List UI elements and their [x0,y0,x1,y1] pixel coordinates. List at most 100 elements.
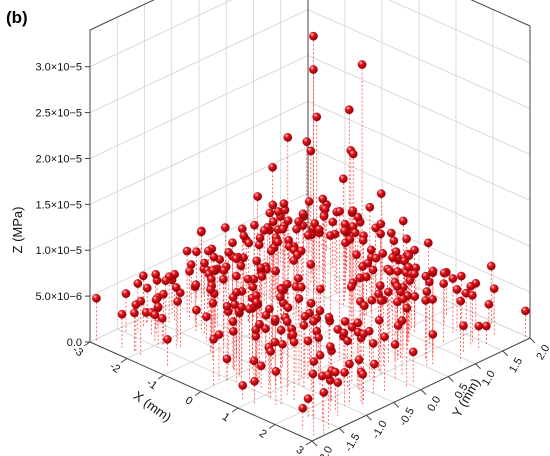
data-point [278,224,288,234]
x-tick-label: 0 [183,394,195,407]
data-point [257,272,267,281]
data-point [249,356,259,366]
data-point [173,297,182,306]
data-point [303,394,313,404]
data-point [448,274,458,283]
y-tick-mark [366,414,372,421]
y-tick-mark [475,363,481,370]
x-tick-mark [120,358,128,363]
y-tick-mark [338,427,345,434]
data-point [151,270,161,279]
data-point [354,355,364,365]
data-point [410,245,419,255]
data-point [353,212,363,222]
y-tick-label: -1.0 [370,419,390,441]
data-point [256,361,266,371]
data-point [92,293,101,303]
data-point [376,189,386,199]
data-point [200,258,209,268]
data-point [191,280,201,290]
data-point [121,289,131,298]
z-tick-label: 0.0 [67,337,82,349]
y-tick-label: 0.0 [425,394,443,413]
data-point [353,318,363,328]
y-tick-mark [393,402,400,408]
y-tick-label: 1.5 [507,356,525,375]
data-point [324,312,334,322]
z-tick-label: 1.5×10−5 [36,199,83,211]
data-point [402,234,411,244]
data-point [326,342,335,351]
data-point [208,298,218,308]
data-point [298,403,308,413]
data-point [376,296,386,305]
data-point [348,149,358,159]
x-axis-title: X (mm) [131,388,175,425]
data-point [345,359,354,369]
data-point [296,282,306,292]
data-point [228,327,238,336]
data-point [224,248,234,257]
data-point [222,301,232,311]
data-point [220,223,230,232]
data-point [171,283,181,292]
data-point [374,315,384,325]
data-point [309,357,319,366]
data-point [390,340,400,349]
x-tick-mark [268,424,276,429]
data-point [202,312,211,322]
data-point [192,247,201,257]
data-point [163,335,172,344]
data-point [340,317,350,326]
grid-line [307,9,531,109]
data-point [278,339,287,349]
data-point [238,381,248,390]
data-point [339,328,349,338]
data-point [299,320,309,330]
data-point [237,302,246,312]
data-point [405,276,415,285]
data-point [282,317,292,326]
data-point [340,226,349,236]
data-point [383,287,393,297]
data-point [268,200,278,210]
y-tick-label: 2.0 [534,343,550,362]
data-point [265,208,275,218]
x-tick-mark [157,374,165,380]
data-point [423,238,433,248]
data-point [468,291,477,300]
data-point [283,133,293,142]
point-layer [92,31,530,413]
data-point [294,274,303,283]
x-tick-mark [83,341,91,347]
data-point [153,302,163,312]
data-point [389,236,399,246]
data-point [252,298,261,307]
data-point [271,314,280,324]
data-point [289,337,299,347]
data-point [292,224,301,234]
data-point [268,162,277,172]
data-point [398,294,408,304]
data-point [347,322,357,332]
data-point [182,246,192,256]
data-point [255,319,264,329]
data-point [273,237,283,247]
data-point [268,217,278,227]
panel-label: (b) [6,8,28,27]
frame-edge [89,0,155,31]
data-point [328,217,338,227]
x-tick-mark [305,440,313,446]
data-point [209,252,219,262]
data-point [259,226,269,235]
data-point [228,238,237,248]
data-point [298,209,308,219]
data-point [335,207,345,216]
data-point [385,266,395,276]
data-point [271,266,281,276]
data-point [288,330,298,339]
data-point [474,321,484,331]
y-tick-label: -2.0 [315,444,335,456]
